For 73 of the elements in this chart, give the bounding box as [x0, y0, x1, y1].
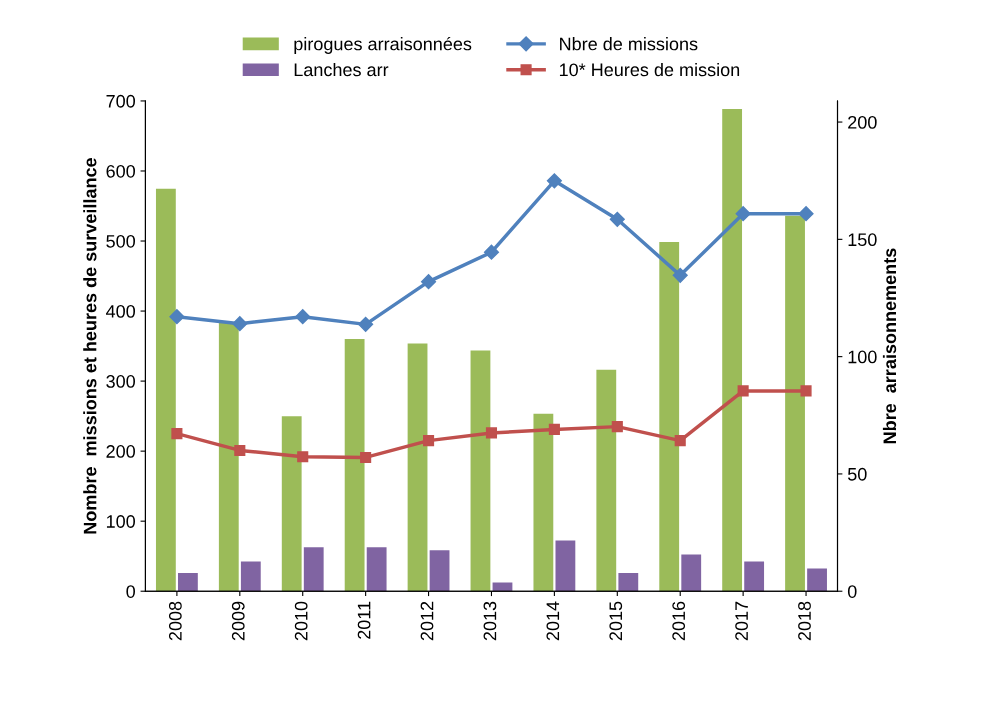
- x-tick-label: 2009: [231, 601, 245, 641]
- bar: [807, 568, 827, 592]
- bar: [281, 416, 302, 592]
- point: [171, 428, 183, 440]
- point: [420, 274, 437, 290]
- bar: [785, 215, 805, 592]
- point: [232, 316, 248, 332]
- x-tick-label: 2012: [420, 601, 434, 641]
- bar: [429, 550, 450, 592]
- bar: [366, 547, 387, 592]
- x-tick-label: 2011: [357, 601, 371, 639]
- bar: [596, 369, 617, 592]
- bar: [722, 108, 743, 592]
- x-tick-label: 2013: [483, 601, 497, 641]
- legend-label: Nbre de missions: [560, 37, 698, 51]
- x-tick-label: 2018: [798, 601, 811, 641]
- bar: [744, 561, 765, 592]
- y-tick-label: 100: [106, 515, 136, 528]
- y2-tick-label: 0: [847, 585, 857, 598]
- y2-axis-title: Nbre arraisonnements: [882, 248, 897, 444]
- bar: [155, 188, 176, 592]
- point: [611, 421, 623, 433]
- bar: [240, 561, 261, 592]
- point: [546, 173, 562, 189]
- y-tick-label: 0: [126, 585, 136, 598]
- point: [548, 423, 560, 435]
- bar: [618, 572, 639, 592]
- x-tick-label: 2008: [168, 601, 182, 641]
- point: [234, 444, 246, 456]
- bar: [470, 350, 491, 592]
- x-tick-label: 2015: [609, 601, 623, 641]
- y-axis-title: Nombre missions et heures de surveillance: [83, 158, 97, 534]
- bar: [344, 339, 365, 592]
- y-tick-label: 300: [106, 375, 136, 388]
- bar: [218, 322, 239, 592]
- y2-tick-label: 50: [847, 467, 867, 481]
- point: [297, 451, 309, 463]
- legend-label: Lanches arr: [294, 62, 389, 77]
- y2-tick-label: 150: [848, 233, 877, 247]
- point: [169, 309, 185, 325]
- legend-label: 10* Heures de mission: [559, 62, 740, 77]
- y-tick-label: 700: [106, 94, 136, 108]
- point: [735, 206, 751, 222]
- x-tick-label: 2010: [294, 601, 308, 641]
- x-tick-label: 2014: [546, 601, 560, 641]
- bar: [533, 413, 554, 592]
- legend-label: pirogues arraisonnées: [294, 36, 472, 54]
- point: [609, 211, 625, 227]
- point: [358, 316, 374, 332]
- bar: [407, 343, 428, 592]
- y2-tick-label: 100: [848, 350, 877, 364]
- bar: [681, 554, 702, 592]
- y2-tick-label: 200: [848, 115, 877, 129]
- bar: [303, 547, 324, 592]
- bar: [177, 572, 198, 592]
- point: [798, 206, 814, 222]
- point: [483, 244, 500, 260]
- point: [485, 427, 498, 439]
- y-tick-label: 400: [106, 304, 136, 318]
- point: [672, 267, 688, 283]
- point: [360, 451, 372, 463]
- point: [800, 385, 812, 397]
- point: [295, 309, 311, 325]
- y-tick-label: 500: [106, 234, 136, 248]
- y-tick-label: 200: [106, 445, 136, 458]
- y-tick-label: 600: [106, 164, 136, 178]
- x-tick-label: 2017: [735, 601, 748, 641]
- point: [422, 435, 435, 447]
- x-tick-label: 2016: [672, 601, 686, 641]
- bar: [555, 540, 576, 592]
- bar: [659, 241, 680, 592]
- point: [737, 385, 749, 397]
- point: [674, 435, 686, 447]
